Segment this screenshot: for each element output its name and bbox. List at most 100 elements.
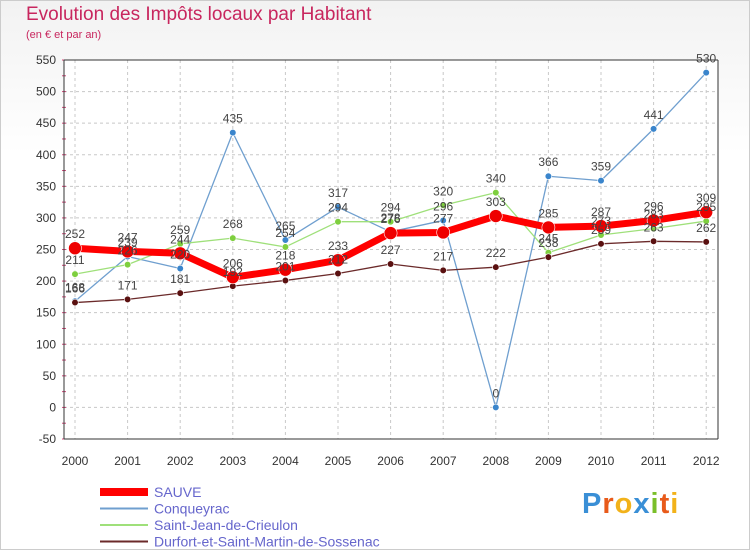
data-label: 294 <box>381 201 401 215</box>
y-tick-label: -50 <box>39 432 57 446</box>
data-label: 263 <box>644 220 664 234</box>
series-point <box>383 226 398 240</box>
legend-label: SAUVE <box>154 484 201 500</box>
data-label: 273 <box>591 214 611 228</box>
series-point <box>387 260 395 268</box>
legend-label: Saint-Jean-de-Crieulon <box>154 517 298 533</box>
series-point <box>229 129 237 137</box>
series-point <box>492 189 500 197</box>
series-point <box>702 238 710 246</box>
series-point <box>646 213 661 228</box>
x-tick-label: 2009 <box>535 454 562 468</box>
data-label: 265 <box>275 219 295 233</box>
data-label: 238 <box>538 236 558 250</box>
data-label: 262 <box>696 221 716 235</box>
data-label: 166 <box>65 282 85 296</box>
series-point <box>387 218 395 226</box>
y-tick-label: 0 <box>49 400 56 414</box>
logo-letter: x <box>633 488 651 520</box>
x-tick-label: 2001 <box>114 454 141 468</box>
data-label: 233 <box>328 239 348 253</box>
series-point <box>176 289 184 297</box>
series-point <box>173 246 187 261</box>
x-tick-label: 2010 <box>588 454 615 468</box>
data-label: 247 <box>118 230 138 244</box>
data-labels: 252 247 244 206 218 233 276 277 303 285 287 296 309 1… <box>65 52 717 401</box>
data-label: 181 <box>170 272 190 286</box>
data-label: 222 <box>486 246 506 260</box>
x-tick-label: 2002 <box>167 454 194 468</box>
y-tick-label: 50 <box>43 369 57 383</box>
x-tick-label: 2004 <box>272 454 299 468</box>
data-label: 226 <box>118 244 138 258</box>
logo-letter: o <box>614 488 634 520</box>
data-label: 201 <box>275 259 295 273</box>
data-label: 309 <box>696 191 716 205</box>
series-point <box>226 270 240 285</box>
x-tick-label: 2000 <box>62 454 89 468</box>
logo-letter: t <box>659 488 671 520</box>
series-point <box>492 263 500 271</box>
data-label: 259 <box>591 223 611 237</box>
data-label: 0 <box>492 386 499 400</box>
data-label: 171 <box>118 278 138 292</box>
data-label: 212 <box>328 253 348 267</box>
data-label: 340 <box>486 172 506 186</box>
series-point <box>488 209 503 223</box>
axes: -50 0 50 100 150 200 250 300 350 400 450 500 550 2000… <box>36 53 720 468</box>
series-point <box>334 269 342 278</box>
data-label: 239 <box>118 235 138 249</box>
series <box>68 69 714 412</box>
data-label: 320 <box>433 184 453 198</box>
y-tick-label: 250 <box>36 243 56 257</box>
series-point <box>702 69 710 77</box>
series-point <box>123 261 132 269</box>
data-label: 285 <box>538 206 558 220</box>
series-point <box>281 236 290 244</box>
logo-letter: P <box>582 488 603 520</box>
series-point <box>278 262 293 277</box>
series-point <box>541 220 556 235</box>
data-label: 220 <box>170 247 190 261</box>
data-label: 259 <box>170 223 190 237</box>
series-point <box>71 298 79 307</box>
y-tick-label: 150 <box>36 306 56 320</box>
series-point <box>176 264 184 273</box>
data-label: 277 <box>433 211 453 225</box>
data-label: 294 <box>328 201 348 215</box>
data-label: 218 <box>275 249 295 263</box>
data-label: 168 <box>65 280 85 294</box>
y-tick-label: 350 <box>36 179 56 193</box>
series-point <box>439 216 447 225</box>
series-point <box>544 172 553 180</box>
chart-title: Evolution des Impôts locaux par Habitant <box>26 4 372 25</box>
data-label: 283 <box>644 208 664 222</box>
data-label: 366 <box>538 155 558 169</box>
x-tick-label: 2008 <box>482 454 509 468</box>
data-label: 296 <box>644 199 664 213</box>
series-point <box>439 266 447 274</box>
data-label: 217 <box>433 249 453 263</box>
data-label: 245 <box>538 232 558 246</box>
data-label: 287 <box>591 205 611 219</box>
data-label: 295 <box>696 200 716 214</box>
series-point <box>649 237 658 245</box>
data-label: 252 <box>65 227 85 241</box>
proxiti-logo: Proxiti <box>582 488 679 521</box>
legend: SAUVEConqueyracSaint-Jean-de-CrieulonDur… <box>100 484 380 550</box>
data-label: 303 <box>486 195 506 209</box>
y-tick-label: 450 <box>36 116 56 130</box>
x-tick-label: 2007 <box>430 454 457 468</box>
x-tick-label: 2006 <box>377 454 404 468</box>
y-tick-label: 300 <box>36 211 56 225</box>
data-label: 227 <box>381 243 401 257</box>
series-point <box>71 270 79 278</box>
series-point <box>334 203 342 211</box>
series-point <box>334 218 342 226</box>
x-tick-label: 2012 <box>693 454 720 468</box>
series-point <box>281 276 290 285</box>
data-label: 211 <box>65 253 84 267</box>
data-label: 268 <box>223 217 243 231</box>
data-label: 317 <box>328 186 348 200</box>
